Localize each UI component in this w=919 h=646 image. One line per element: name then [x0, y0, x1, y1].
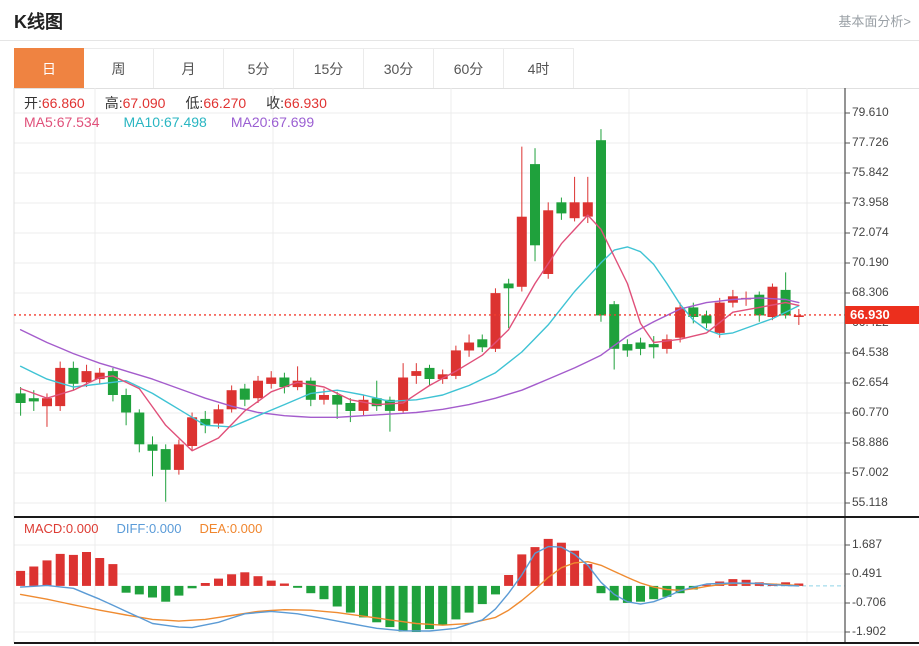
ohlc-low: 低:66.270 — [185, 95, 247, 111]
tab-bar-divider — [14, 88, 919, 89]
price-axis-label: 72.074 — [852, 225, 889, 239]
tab-day[interactable]: 日 — [14, 48, 84, 88]
ohlc-open: 开:66.860 — [24, 95, 85, 111]
tab-4hour[interactable]: 4时 — [504, 48, 574, 88]
macd-dea: DEA:0.000 — [199, 521, 263, 536]
price-axis-label: 79.610 — [852, 105, 889, 119]
price-axis-label: 68.306 — [852, 285, 889, 299]
tab-30min[interactable]: 30分 — [364, 48, 434, 88]
price-axis-label: 58.886 — [852, 435, 889, 449]
macd-macd: MACD:0.000 — [24, 521, 99, 536]
price-axis-label: 55.118 — [852, 495, 888, 509]
period-tab-bar: 日周月 5分 15分 30分 60分 4时 — [14, 48, 574, 88]
price-axis-label: 77.726 — [852, 135, 889, 149]
price-axis-label: -0.706 — [852, 595, 887, 609]
price-axis-label: -1.902 — [852, 624, 887, 638]
price-axis-label: 57.002 — [852, 465, 889, 479]
ohlc-high: 高:67.090 — [104, 95, 166, 111]
current-price-tag: 66.930 — [845, 305, 919, 324]
ma-readout: MA5:67.534 MA10:67.498 MA20:67.699 — [24, 114, 314, 130]
price-axis-label: 70.190 — [852, 255, 889, 269]
ohlc-readout: 开:66.860 高:67.090 低:66.270 收:66.930 — [24, 93, 327, 113]
page-title: K线图 — [14, 12, 63, 32]
tab-15min[interactable]: 15分 — [294, 48, 364, 88]
header-divider — [0, 40, 919, 41]
price-axis-label: 0.491 — [852, 566, 883, 580]
fundamental-analysis-link[interactable]: 基本面分析> — [838, 14, 911, 29]
macd-readout: MACD:0.000 DIFF:0.000 DEA:0.000 — [24, 521, 262, 536]
ma-ma5: MA5:67.534 — [24, 114, 100, 130]
tab-month[interactable]: 月 — [154, 48, 224, 88]
price-axis-label: 1.687 — [852, 537, 883, 551]
ma-ma20: MA20:67.699 — [230, 114, 315, 130]
macd-diff: DIFF:0.000 — [116, 521, 182, 536]
tab-week[interactable]: 周 — [84, 48, 154, 88]
ma-ma10: MA10:67.498 — [123, 114, 207, 130]
tab-60min[interactable]: 60分 — [434, 48, 504, 88]
price-axis-label: 75.842 — [852, 165, 889, 179]
price-axis-label: 73.958 — [852, 195, 889, 209]
price-axis-label: 64.538 — [852, 345, 889, 359]
tab-5min[interactable]: 5分 — [224, 48, 294, 88]
price-axis-label: 60.770 — [852, 405, 889, 419]
price-axis-label: 62.654 — [852, 375, 889, 389]
ohlc-close: 收:66.930 — [266, 95, 327, 111]
